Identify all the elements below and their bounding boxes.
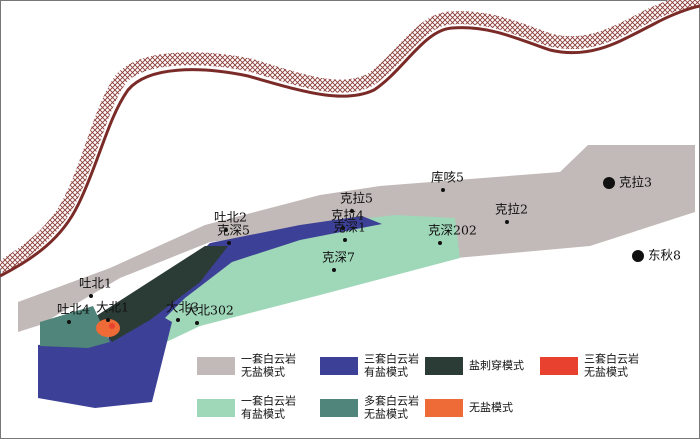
well-dot [341,226,345,230]
well-label: 吐北4 [57,302,90,317]
well-label: 大北302 [185,303,234,318]
legend-line: 无盐模式 [469,401,513,414]
legend-swatch [197,357,235,375]
well-label: 克拉4 [331,208,364,223]
well-dot [227,241,231,245]
zone-green [120,215,460,345]
well-label: 东秋8 [648,248,681,263]
well-dot [603,177,615,189]
legend-line: 有盐模式 [241,407,285,421]
well-label: 吐北2 [214,210,247,225]
well-label: 克深202 [428,223,477,238]
zone-teal [40,306,110,348]
well-dot [67,320,71,324]
well-label: 克拉3 [619,175,652,190]
fault-line [0,4,700,278]
legend-line: 多套白云岩 [364,394,419,408]
well-label: 克深7 [322,250,355,265]
well-dot [438,241,442,245]
well-dot [106,318,110,322]
well-label: 克拉2 [495,202,528,217]
well-label: 克深5 [217,223,250,238]
well-label: 吐北1 [79,276,112,291]
zone-blue [38,216,382,408]
legend-line: 三套白云岩 [364,352,419,366]
legend-line: 无盐模式 [241,366,285,379]
well-label: 库咳5 [431,170,464,185]
well-dot [332,268,336,272]
legend-swatch [197,399,235,417]
legend-swatch [320,399,358,417]
legend-label: 盐刺穿模式 [469,358,524,372]
legend-line: 无盐模式 [364,408,408,421]
thrust-belt [0,0,700,274]
legend-label: 三套白云岩有盐模式 [364,352,419,379]
well-dot [89,294,93,298]
legend-label: 无盐模式 [469,401,513,414]
legend-line: 一套白云岩 [241,352,296,366]
well-dot [350,209,354,213]
well-dot [176,318,180,322]
well-label: 克拉5 [340,191,373,206]
legend-line: 三套白云岩 [584,352,639,366]
well-label: 大北3 [166,300,199,315]
well-dot [632,250,644,262]
legend-line: 盐刺穿模式 [469,358,524,372]
well-dot [441,188,445,192]
legend-label: 一套白云岩无盐模式 [241,352,296,379]
legend-label: 一套白云岩有盐模式 [241,394,296,421]
legend-label: 多套白云岩无盐模式 [364,394,419,421]
well-dot [343,238,347,242]
zone-salt [93,246,228,342]
legend-line: 无盐模式 [584,366,628,379]
zone-orange [96,319,120,337]
legend-label: 三套白云岩无盐模式 [584,352,639,379]
legend-swatch [425,399,463,417]
legend-swatch [320,357,358,375]
legend-line: 一套白云岩 [241,394,296,408]
zone-gray [18,145,695,332]
well-dot [505,220,509,224]
legend-swatch [425,357,463,375]
well-dot [195,321,199,325]
well-label: 克深1 [333,220,366,235]
legend-line: 有盐模式 [364,365,408,379]
legend-swatch [540,357,578,375]
zone-red [109,323,115,329]
well-dot [224,228,228,232]
well-label: 大北1 [96,300,129,315]
